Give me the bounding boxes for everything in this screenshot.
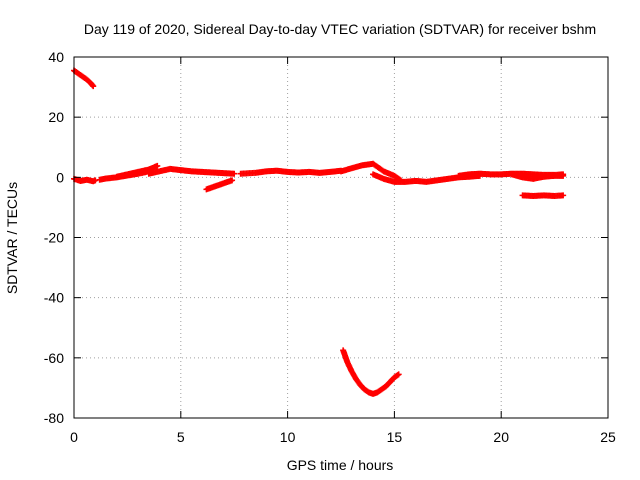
series-arc-13 xyxy=(340,347,402,397)
y-tick-label: 20 xyxy=(48,109,64,125)
series-arc-12 xyxy=(519,192,567,199)
x-tick-label: 15 xyxy=(387,429,403,445)
data-points xyxy=(71,67,567,397)
y-tick-label: -60 xyxy=(44,350,64,366)
axis-ticks: 0 5 10 15 20 25 -80 -60 -40 -20 0 20 40 xyxy=(44,49,616,445)
x-tick-label: 0 xyxy=(70,429,78,445)
series-arc-4 xyxy=(113,162,161,180)
series-arc-11 xyxy=(508,171,567,182)
x-tick-label: 5 xyxy=(177,429,185,445)
y-tick-label: -80 xyxy=(44,410,64,426)
x-tick-label: 10 xyxy=(280,429,296,445)
y-tick-label: 40 xyxy=(48,49,64,65)
series-arc-8 xyxy=(338,160,404,184)
x-tick-label: 25 xyxy=(600,429,616,445)
series-arc-1 xyxy=(71,67,97,90)
data-point xyxy=(90,83,97,90)
series-arc-5 xyxy=(145,165,238,177)
y-axis-label: SDTVAR / TECUs xyxy=(4,182,20,294)
y-tick-label: -40 xyxy=(44,290,64,306)
chart-title: Day 119 of 2020, Sidereal Day-to-day VTE… xyxy=(84,21,596,37)
x-axis-label: GPS time / hours xyxy=(287,457,394,473)
data-point xyxy=(560,192,567,199)
series-arc-6 xyxy=(203,177,236,193)
data-point xyxy=(395,371,402,378)
data-point xyxy=(560,172,567,179)
data-point xyxy=(154,162,161,169)
x-tick-label: 20 xyxy=(493,429,509,445)
series-arc-7 xyxy=(237,167,344,177)
data-point xyxy=(229,177,236,184)
y-tick-label: -20 xyxy=(44,230,64,246)
grid xyxy=(74,57,608,418)
data-point xyxy=(231,170,238,177)
y-tick-label: 0 xyxy=(56,169,64,185)
